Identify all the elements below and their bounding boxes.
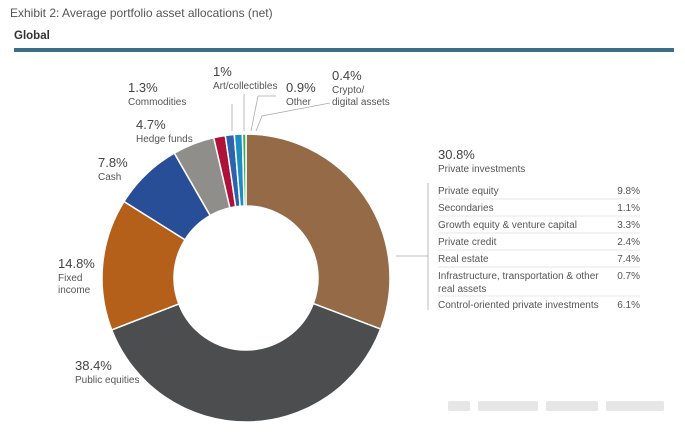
breakdown-value: 2.4% [617,237,640,248]
slice-label-hedge-funds: Hedge funds [136,134,193,145]
slice-value-other: 0.9% [286,80,316,95]
private-investments-breakdown: 30.8% Private investments Private equity 9.… [438,147,640,311]
slice-label-fixed-income: income [58,285,91,296]
slice-value-hedge-funds: 4.7% [136,117,166,132]
breakdown-label: Private credit [438,237,497,248]
donut-slice-crypto-digital-assets [241,133,247,207]
breakdown-label: Secondaries [438,203,494,214]
slice-value-art-collectibles: 1% [213,64,232,79]
region-label: Global [14,30,50,42]
breakdown-label: real assets [438,284,486,295]
slice-value-cash: 7.8% [98,155,128,170]
donut-slices [101,133,391,423]
breakdown-label: Real estate [438,254,489,265]
slice-value-private-investments: 30.8% [438,147,475,162]
slice-label-crypto-digital-assets: digital assets [332,97,390,108]
slice-label-private-investments: Private investments [438,164,525,175]
slice-value-fixed-income: 14.8% [58,256,95,271]
breakdown-label: Infrastructure, transportation & other [438,271,599,282]
slice-value-public-equities: 38.4% [75,358,112,373]
slice-label-public-equities: Public equities [75,375,139,386]
breakdown-value: 7.4% [617,254,640,265]
label-leader-lines [231,94,429,310]
slice-label-commodities: Commodities [128,97,186,108]
watermark-graphic [448,398,668,414]
breakdown-value: 3.3% [617,220,640,231]
breakdown-value: 6.1% [617,300,640,311]
leader-line-other [250,95,276,132]
slice-value-crypto-digital-assets: 0.4% [332,68,362,83]
breakdown-label: Growth equity & venture capital [438,220,577,231]
donut-slice-public-equities [110,302,382,423]
donut-slice-private-investments [245,133,391,331]
leader-line-crypto-digital-assets [255,102,331,132]
breakdown-value: 0.7% [617,271,640,282]
breakdown-value: 1.1% [617,203,640,214]
slice-label-art-collectibles: Art/collectibles [213,81,277,92]
exhibit-title: Exhibit 2: Average portfolio asset alloc… [10,6,273,20]
breakdown-label: Control-oriented private investments [438,300,599,311]
slice-label-other: Other [286,97,312,108]
breakdown-value: 9.8% [617,186,640,197]
slice-label-crypto-digital-assets: Crypto/ [332,85,364,96]
slice-label-cash: Cash [98,172,121,183]
slice-label-fixed-income: Fixed [58,273,82,284]
slice-value-commodities: 1.3% [128,80,158,95]
header-rule [14,48,674,52]
breakdown-label: Private equity [438,186,499,197]
